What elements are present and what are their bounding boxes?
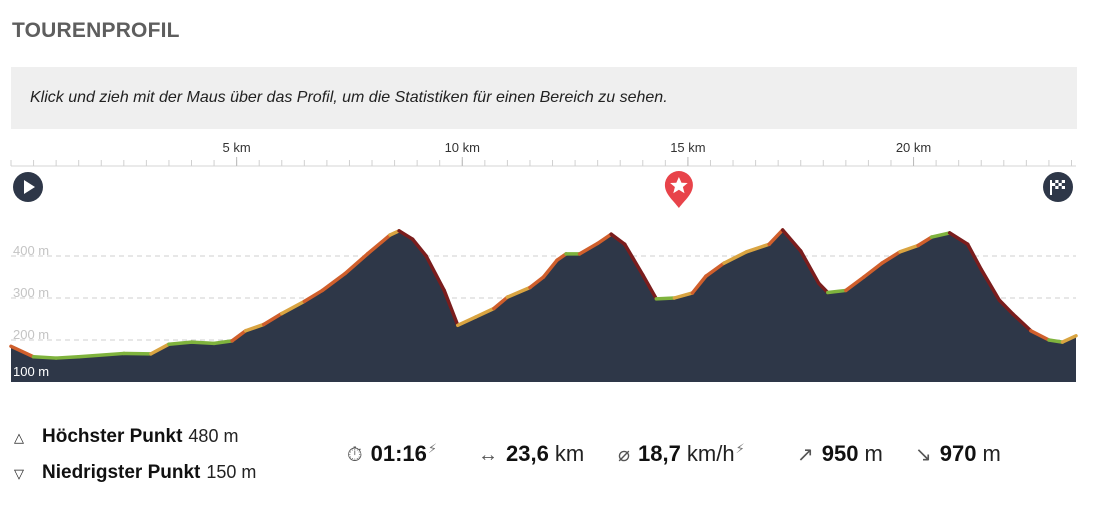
profile-segment <box>261 311 284 327</box>
arrow-up-right-icon: ↗ <box>797 444 814 466</box>
x-tick-label: 10 km <box>445 140 480 155</box>
descent-stat: ↘ 970 m <box>915 441 1001 466</box>
highest-point: △ Höchster Punkt 480 m <box>14 426 239 447</box>
hint-box: Klick und zieh mit der Maus über das Pro… <box>11 67 1077 129</box>
profile-segment <box>555 252 568 262</box>
profile-segment <box>320 271 347 293</box>
speed-stat: ⌀ 18,7 km/h⚡ <box>618 441 745 466</box>
profile-segment <box>442 288 460 328</box>
profile-segment <box>365 233 392 256</box>
star-marker-icon[interactable] <box>664 171 693 208</box>
ascent-stat: ↗ 950 m <box>797 441 883 466</box>
profile-segment <box>826 288 848 295</box>
profile-segment <box>672 291 695 300</box>
stopwatch-icon: ⏱ <box>347 444 363 466</box>
distance-stat: ↔ 23,6 km <box>478 441 585 466</box>
x-axis-labels: 5 km 10 km 15 km 20 km <box>223 140 931 166</box>
profile-segment <box>541 258 559 279</box>
profile-segment <box>167 340 194 346</box>
profile-segment <box>798 249 821 286</box>
profile-segment <box>424 254 446 293</box>
profile-segment <box>31 355 58 360</box>
profile-segment <box>9 344 36 359</box>
profile-segment <box>456 315 478 328</box>
profile-segment <box>979 267 1002 302</box>
horizontal-arrows-icon: ↔ <box>478 444 498 466</box>
profile-segment <box>474 306 496 319</box>
checkered-flag-icon[interactable] <box>1043 172 1073 202</box>
x-tick-label: 5 km <box>223 140 251 155</box>
hint-text: Klick und zieh mit der Maus über das Pro… <box>30 89 668 106</box>
profile-segment <box>1011 312 1033 333</box>
profile-segment <box>880 250 902 265</box>
profile-segment <box>1060 334 1078 344</box>
profile-segment <box>898 243 920 254</box>
profile-segment <box>410 237 428 258</box>
profile-segment <box>862 261 884 279</box>
profile-segment <box>690 274 708 295</box>
profile-segment <box>744 242 771 254</box>
triangle-down-icon: ▽ <box>14 466 24 481</box>
profile-segment <box>722 250 749 265</box>
play-icon[interactable] <box>13 172 43 202</box>
profile-segment <box>1029 329 1051 342</box>
profile-segment <box>280 299 307 316</box>
y-tick-label: 100 m <box>13 364 49 379</box>
lightning-icon: ⚡ <box>735 441 745 456</box>
x-tick-label: 15 km <box>670 140 705 155</box>
ruler-minor-ticks <box>10 160 1072 166</box>
profile-segment <box>609 232 627 246</box>
arrow-down-right-icon: ↘ <box>915 444 932 466</box>
page-title: TOURENPROFIL <box>12 19 180 42</box>
profile-segment <box>343 252 370 276</box>
profile-segment <box>767 228 785 246</box>
profile-segment <box>916 235 934 248</box>
profile-segment <box>76 351 126 359</box>
profile-segment <box>189 340 216 346</box>
y-tick-label: 300 m <box>13 285 49 300</box>
profile-area[interactable] <box>11 230 1076 382</box>
triangle-up-icon: △ <box>14 430 24 445</box>
profile-segment <box>505 285 532 299</box>
y-tick-label: 200 m <box>13 327 49 342</box>
profile-gradient-line <box>9 228 1078 360</box>
profile-segment <box>54 355 81 360</box>
y-tick-label: 400 m <box>13 243 49 258</box>
duration-stat: ⏱ 01:16⚡ <box>347 441 438 466</box>
profile-segment <box>965 242 983 272</box>
profile-segment <box>243 322 266 333</box>
profile-segment <box>929 231 952 239</box>
profile-segment <box>397 229 415 241</box>
profile-segment <box>212 339 234 346</box>
profile-segment <box>492 295 510 311</box>
profile-segment <box>149 342 171 356</box>
lowest-point: ▽ Niedrigster Punkt 150 m <box>14 462 257 483</box>
profile-segment <box>844 275 866 293</box>
profile-segment <box>1047 338 1065 344</box>
profile-segment <box>947 231 970 246</box>
profile-segment <box>997 298 1015 316</box>
elevation-profile-chart[interactable]: 5 km 10 km 15 km 20 km 100 m 200 m 300 m 400 m <box>0 130 1097 385</box>
profile-segment <box>641 273 659 301</box>
average-icon: ⌀ <box>618 444 631 466</box>
x-tick-label: 20 km <box>896 140 931 155</box>
lightning-icon: ⚡ <box>427 441 438 456</box>
profile-segment <box>577 241 600 256</box>
profile-segment <box>704 261 726 278</box>
profile-segment <box>654 296 677 301</box>
profile-segment <box>817 281 830 295</box>
profile-segment <box>302 288 325 304</box>
y-axis-labels: 100 m 200 m 300 m 400 m <box>13 243 49 379</box>
profile-segment <box>230 329 248 343</box>
profile-segment <box>780 228 803 253</box>
profile-segment <box>622 242 645 277</box>
profile-segment <box>528 275 546 290</box>
profile-segment <box>595 232 613 246</box>
